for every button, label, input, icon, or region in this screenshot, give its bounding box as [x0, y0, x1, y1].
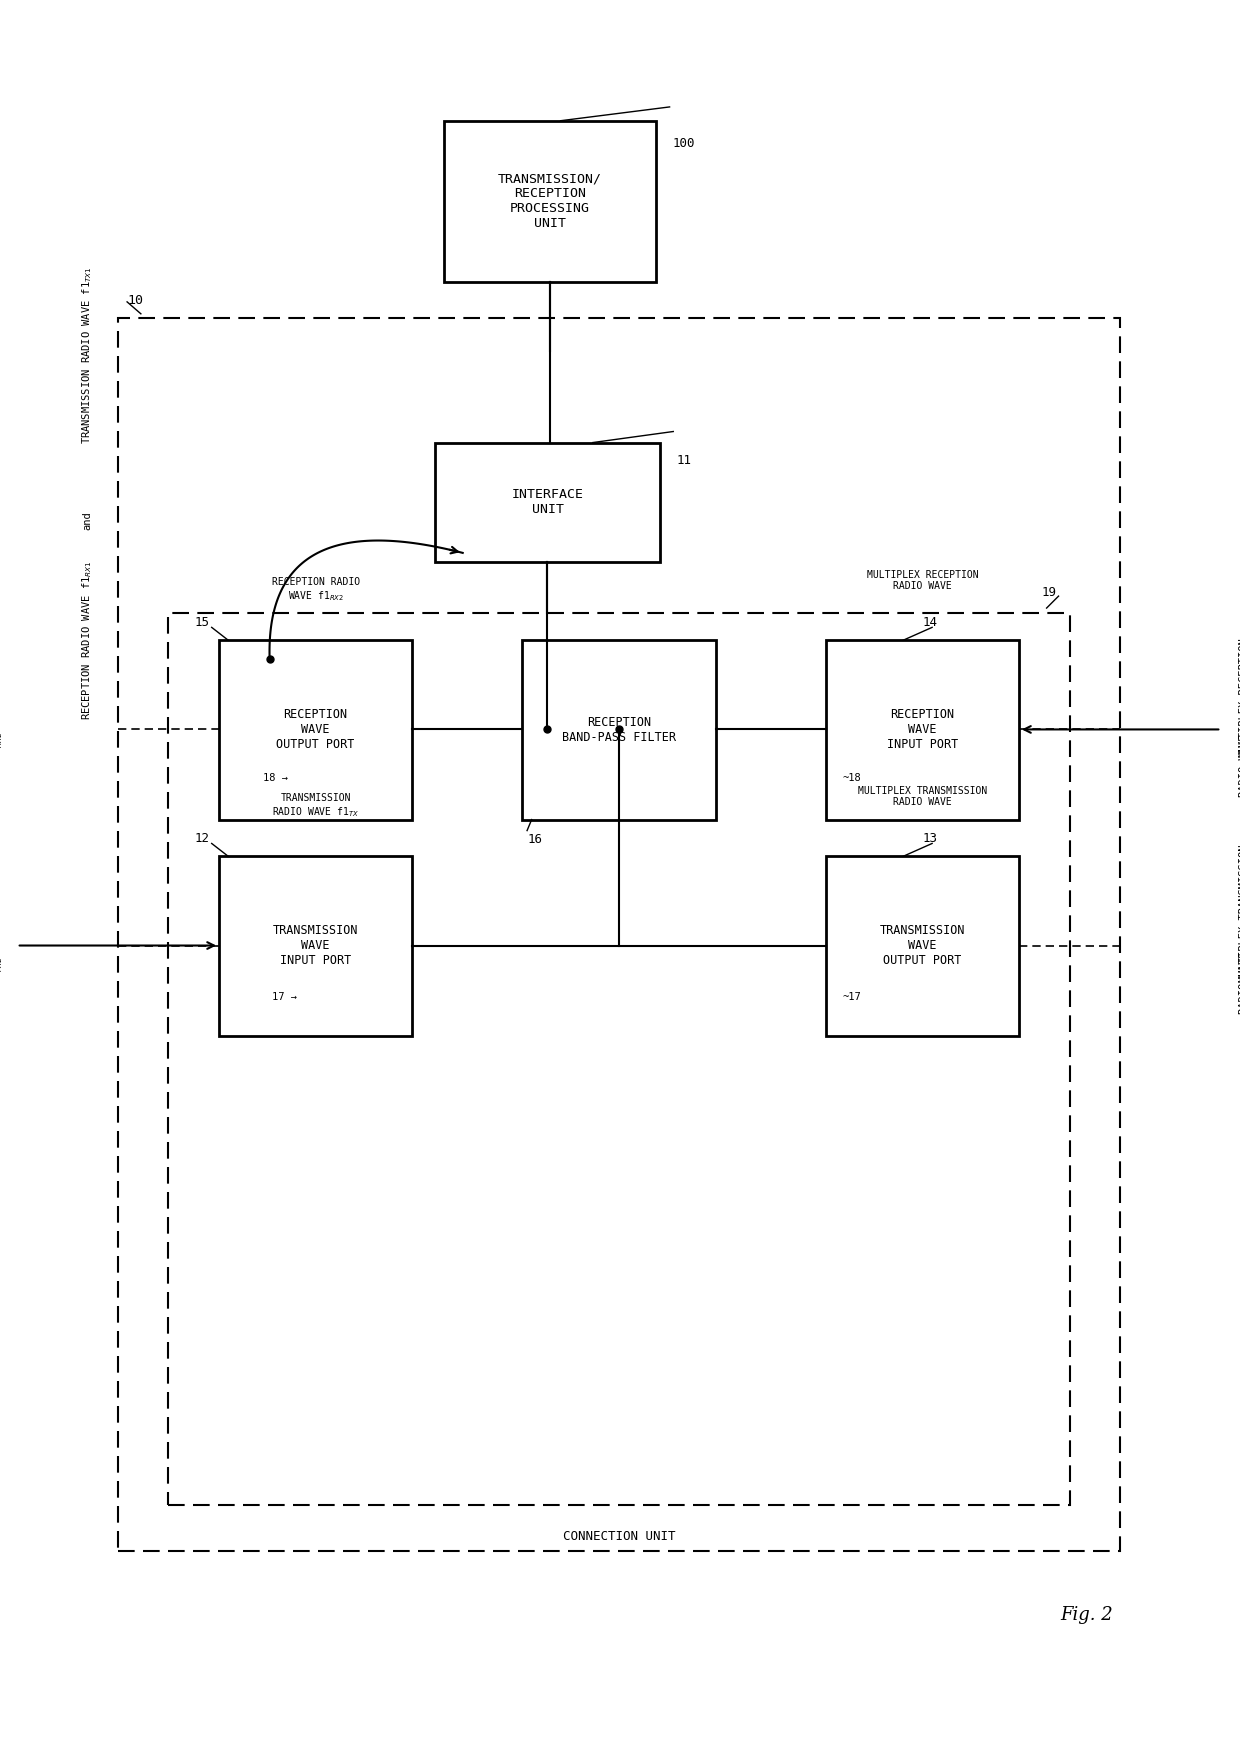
Text: WAVE f1$_{RX2}$: WAVE f1$_{RX2}$ [0, 732, 5, 791]
Text: RECEPTION RADIO WAVE f1$_{RX1}$: RECEPTION RADIO WAVE f1$_{RX1}$ [81, 560, 94, 720]
Text: RECEPTION
BAND-PASS FILTER: RECEPTION BAND-PASS FILTER [562, 716, 676, 744]
Text: 13: 13 [923, 833, 937, 845]
Text: 14: 14 [923, 617, 937, 629]
Text: TRANSMISSION
RADIO WAVE f1$_{TX}$: TRANSMISSION RADIO WAVE f1$_{TX}$ [272, 793, 360, 819]
Text: CONNECTION UNIT: CONNECTION UNIT [563, 1530, 676, 1543]
Text: TRANSMISSION RADIO WAVE f1$_{TX1}$: TRANSMISSION RADIO WAVE f1$_{TX1}$ [81, 267, 94, 444]
Text: ~18: ~18 [842, 774, 862, 783]
Text: 16: 16 [527, 833, 542, 847]
Bar [826, 640, 1019, 819]
Text: RECEPTION RADIO: RECEPTION RADIO [0, 641, 4, 736]
Text: TRANSMISSION
WAVE
OUTPUT PORT: TRANSMISSION WAVE OUTPUT PORT [879, 924, 965, 967]
Text: MULTIPLEX RECEPTION
RADIO WAVE: MULTIPLEX RECEPTION RADIO WAVE [867, 570, 978, 591]
Text: 18 →: 18 → [263, 774, 288, 783]
Bar [118, 319, 1120, 1551]
Text: 12: 12 [195, 833, 210, 845]
Text: INTERFACE
UNIT: INTERFACE UNIT [512, 488, 584, 516]
Text: RECEPTION RADIO
WAVE f1$_{RX2}$: RECEPTION RADIO WAVE f1$_{RX2}$ [272, 577, 360, 603]
Text: RECEPTION
WAVE
INPUT PORT: RECEPTION WAVE INPUT PORT [887, 708, 959, 751]
Text: Fig. 2: Fig. 2 [1060, 1605, 1114, 1624]
Text: 17 →: 17 → [273, 992, 298, 1002]
Bar [444, 120, 656, 282]
Text: MULTIPLEX TRANSMISSION
RADIO WAVE: MULTIPLEX TRANSMISSION RADIO WAVE [858, 786, 987, 807]
Text: TRANSMISSION RADIO: TRANSMISSION RADIO [0, 858, 4, 969]
Text: WAVE f1$_{TX2}$: WAVE f1$_{TX2}$ [0, 957, 5, 1016]
Text: TRANSMISSION/
RECEPTION
PROCESSING
UNIT: TRANSMISSION/ RECEPTION PROCESSING UNIT [498, 173, 603, 230]
Text: TRANSMISSION
WAVE
INPUT PORT: TRANSMISSION WAVE INPUT PORT [273, 924, 358, 967]
Text: 100: 100 [672, 138, 694, 150]
Text: ~17: ~17 [842, 992, 862, 1002]
Text: and: and [83, 511, 93, 530]
Text: 10: 10 [126, 295, 143, 307]
Bar [219, 640, 412, 819]
Text: 19: 19 [1042, 586, 1056, 600]
Bar [219, 856, 412, 1035]
Bar [435, 443, 661, 561]
Bar [169, 612, 1070, 1504]
Text: 15: 15 [195, 617, 210, 629]
Text: RECEPTION
WAVE
OUTPUT PORT: RECEPTION WAVE OUTPUT PORT [277, 708, 355, 751]
Bar [826, 856, 1019, 1035]
Text: 11: 11 [677, 453, 692, 467]
Bar [522, 640, 715, 819]
